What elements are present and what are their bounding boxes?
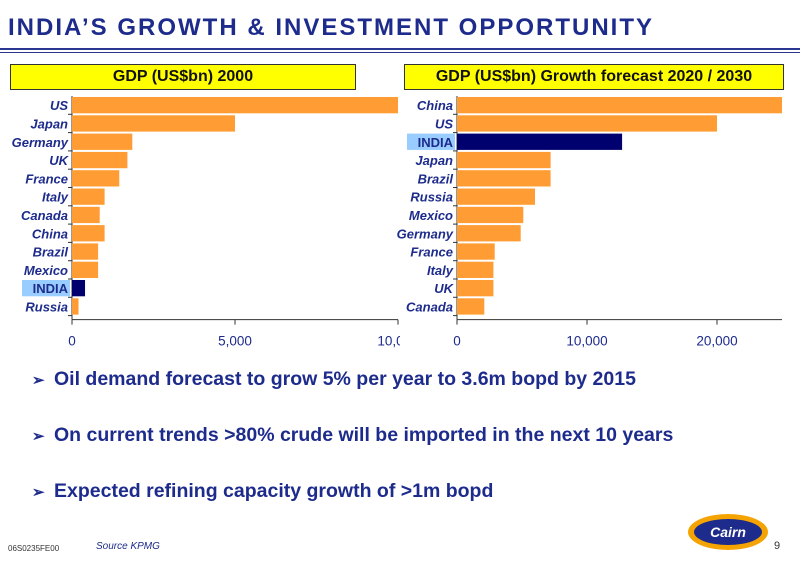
bar bbox=[457, 151, 551, 169]
bar bbox=[457, 133, 623, 150]
arrow-bullet-icon: ➢ bbox=[32, 428, 45, 445]
category-label: INDIA bbox=[33, 281, 69, 296]
logo-text: Cairn bbox=[710, 524, 746, 540]
arrow-bullet-icon: ➢ bbox=[32, 484, 45, 501]
category-label: Brazil bbox=[418, 171, 454, 186]
x-tick-label: 20,000 bbox=[696, 334, 737, 349]
bullet-item: ➢ On current trends >80% crude will be im… bbox=[32, 424, 673, 447]
category-label: US bbox=[50, 98, 68, 113]
chart2-title: GDP (US$bn) Growth forecast 2020 / 2030 bbox=[404, 64, 784, 90]
category-label: France bbox=[410, 245, 453, 260]
highlight-label-bg bbox=[407, 133, 455, 150]
bar bbox=[457, 170, 551, 187]
title-rule-thin bbox=[0, 52, 800, 53]
bar bbox=[72, 206, 100, 224]
category-label: Canada bbox=[406, 299, 453, 314]
category-label: Mexico bbox=[24, 263, 68, 278]
slide-title: INDIA’S GROWTH & INVESTMENT OPPORTUNITY bbox=[8, 14, 655, 41]
bar bbox=[72, 170, 120, 187]
bar bbox=[457, 298, 485, 315]
bullet-text: Expected refining capacity growth of >1m… bbox=[54, 480, 494, 502]
bar bbox=[457, 188, 535, 205]
category-label: Japan bbox=[30, 116, 68, 131]
bar bbox=[72, 133, 133, 150]
category-label: Italy bbox=[427, 263, 454, 278]
category-label: Russia bbox=[410, 190, 453, 205]
category-label: INDIA bbox=[418, 135, 454, 150]
category-label: US bbox=[435, 116, 453, 131]
bar bbox=[457, 225, 521, 242]
category-label: Canada bbox=[21, 208, 68, 223]
x-tick-label: 0 bbox=[453, 334, 461, 349]
bullet-text: Oil demand forecast to grow 5% per year … bbox=[54, 368, 636, 390]
bar bbox=[72, 261, 99, 278]
arrow-bullet-icon: ➢ bbox=[32, 372, 45, 389]
category-label: China bbox=[417, 98, 453, 113]
gdp-2000-chart: US Japan Germany UK France Italy Canada China Br… bbox=[12, 96, 400, 349]
cairn-logo: Cairn bbox=[688, 514, 768, 550]
bar bbox=[72, 280, 86, 297]
chart1-title: GDP (US$bn) 2000 bbox=[10, 64, 356, 90]
page-number: 9 bbox=[774, 540, 781, 552]
bullet-item: ➢ Oil demand forecast to grow 5% per year… bbox=[32, 368, 636, 391]
bar bbox=[72, 115, 235, 132]
bar bbox=[457, 261, 494, 278]
bullet-item: ➢ Expected refining capacity growth of >1… bbox=[32, 480, 493, 503]
title-rule bbox=[0, 48, 800, 50]
document-code: 06S0235FE00 bbox=[8, 544, 60, 553]
x-tick-label: 5,000 bbox=[218, 334, 252, 349]
category-label: France bbox=[25, 171, 68, 186]
bar bbox=[457, 206, 524, 224]
category-label: Italy bbox=[42, 190, 69, 205]
bullet-text: On current trends >80% crude will be imp… bbox=[54, 424, 674, 446]
category-label: Russia bbox=[25, 299, 68, 314]
bar bbox=[72, 298, 79, 315]
gdp-forecast-chart: China US INDIA Japan Brazil Russia Mexico Germa… bbox=[397, 96, 782, 349]
bar bbox=[72, 243, 99, 260]
category-label: China bbox=[32, 226, 68, 241]
bar bbox=[72, 225, 105, 242]
source-note: Source KPMG bbox=[96, 541, 160, 552]
bar bbox=[72, 97, 398, 114]
category-label: UK bbox=[434, 281, 454, 296]
bar bbox=[457, 97, 782, 114]
bar bbox=[457, 243, 495, 260]
category-label: Germany bbox=[12, 135, 69, 150]
bar bbox=[72, 188, 105, 205]
bar bbox=[72, 151, 128, 169]
bar bbox=[457, 280, 494, 297]
category-label: Germany bbox=[397, 226, 454, 241]
category-label: Mexico bbox=[409, 208, 453, 223]
category-label: Brazil bbox=[33, 245, 69, 260]
bar bbox=[457, 115, 717, 132]
highlight-label-bg bbox=[22, 280, 70, 297]
x-tick-label: 10,000 bbox=[566, 334, 607, 349]
category-label: UK bbox=[49, 153, 69, 168]
x-tick-label: 10,000 bbox=[377, 334, 400, 349]
category-label: Japan bbox=[415, 153, 453, 168]
x-tick-label: 0 bbox=[68, 334, 76, 349]
